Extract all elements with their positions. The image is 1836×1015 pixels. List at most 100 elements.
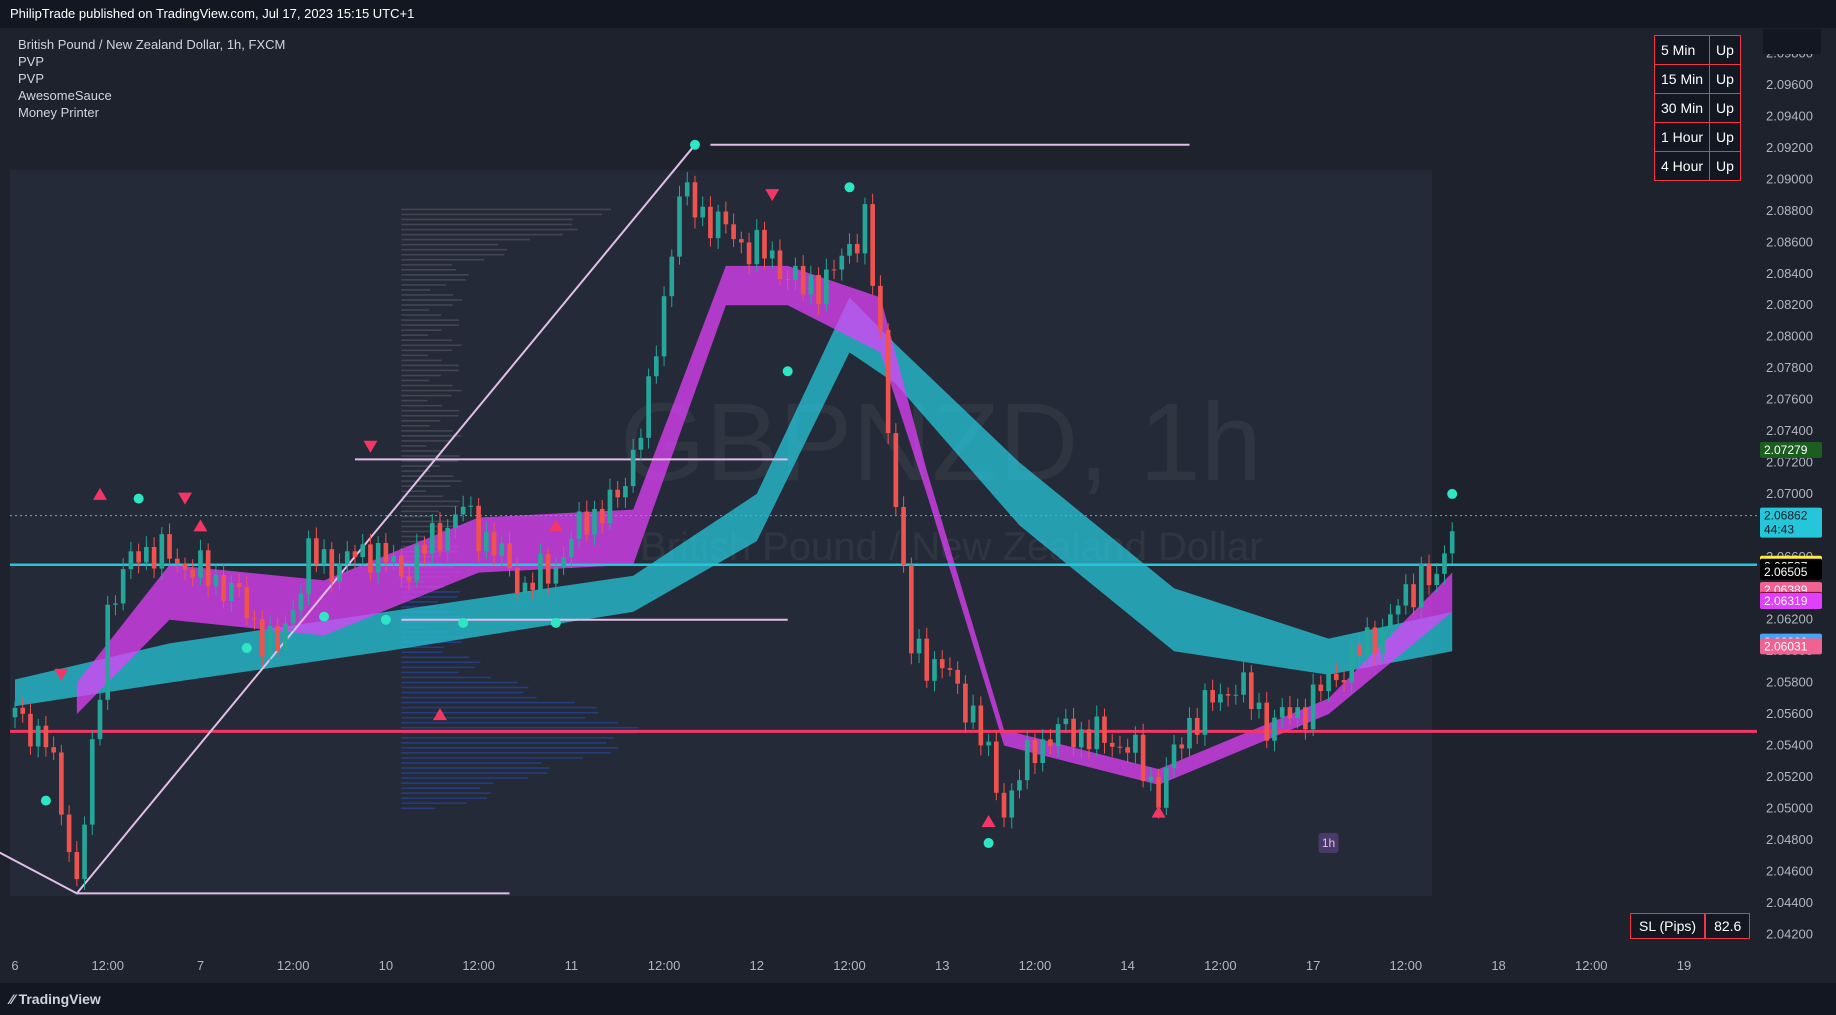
- volume-profile-bar: [401, 339, 453, 342]
- candle-body: [754, 229, 760, 265]
- candle-body: [708, 206, 713, 239]
- candle-body: [1133, 734, 1138, 753]
- candle-body: [259, 619, 265, 657]
- candle-body: [1210, 690, 1215, 703]
- price-label-bg: [1760, 442, 1822, 459]
- candle-body: [252, 618, 257, 620]
- candle-body: [306, 538, 311, 595]
- candle-body: [669, 256, 675, 297]
- candle-body: [120, 569, 126, 604]
- volume-profile-bar: [401, 223, 573, 226]
- y-tick-label: 2.05200: [1766, 769, 1813, 784]
- candle-body: [993, 741, 999, 793]
- candle-body: [1179, 744, 1185, 749]
- volume-profile-bar: [401, 309, 429, 311]
- y-tick-label: 2.05600: [1766, 706, 1813, 721]
- candle-body: [824, 269, 829, 305]
- x-tick-label: 12: [750, 958, 764, 973]
- x-tick-label: 12:00: [1390, 958, 1423, 973]
- volume-profile-bar: [401, 445, 427, 447]
- candle-body: [159, 534, 165, 569]
- candle-body: [854, 243, 860, 254]
- candle-body: [1048, 739, 1053, 747]
- volume-profile-bar: [401, 450, 443, 452]
- volume-profile-bar: [401, 757, 584, 759]
- candle-body: [229, 582, 234, 601]
- candle-body: [174, 558, 180, 564]
- volume-profile-bar: [401, 485, 451, 487]
- candle-body: [661, 296, 667, 357]
- price-axis-bg: [1758, 28, 1836, 955]
- volume-profile-bar: [401, 601, 438, 603]
- y-tick-label: 2.08200: [1766, 297, 1813, 312]
- candle-body: [970, 705, 976, 723]
- x-tick-label: 12:00: [1204, 958, 1237, 973]
- sl-pips-box: SL (Pips) 82.6: [1630, 913, 1751, 939]
- price-label-bg: [1760, 563, 1822, 580]
- tf-label: 30 Min: [1653, 93, 1711, 123]
- candle-body: [244, 587, 250, 619]
- legend-awesomesauce[interactable]: AwesomeSauce: [18, 88, 112, 103]
- brand-text: TradingView: [18, 991, 101, 1007]
- volume-profile-bar: [401, 777, 528, 779]
- candle-body: [1395, 605, 1401, 615]
- volume-profile-bar: [401, 279, 466, 281]
- volume-profile-bar: [401, 409, 460, 412]
- volume-profile-bar: [401, 460, 459, 462]
- volume-profile-bar: [401, 772, 548, 774]
- chart-legend: British Pound / New Zealand Dollar, 1h, …: [18, 36, 285, 121]
- candle-body: [793, 265, 798, 280]
- candle-body: [97, 699, 103, 740]
- volume-profile-bar: [401, 797, 488, 799]
- candle-body: [1171, 744, 1177, 769]
- candle-body: [1086, 729, 1092, 750]
- candle-body: [151, 547, 157, 569]
- candle-body: [1032, 740, 1038, 764]
- candle-body: [808, 274, 814, 295]
- volume-profile-bar: [401, 258, 485, 261]
- volume-profile-bar: [401, 676, 491, 679]
- candle-body: [445, 527, 451, 551]
- candle-body: [43, 725, 49, 748]
- volume-profile-bar: [401, 263, 452, 266]
- y-tick-label: 2.05400: [1766, 738, 1813, 753]
- slow-ema-band: [15, 297, 1453, 707]
- candle-body: [136, 551, 141, 563]
- y-tick-label: 2.08800: [1766, 203, 1813, 218]
- tf-row-15min: 15 Min Up: [1653, 64, 1741, 94]
- volume-profile-bar: [401, 243, 499, 246]
- candle-body: [205, 550, 211, 587]
- volume-profile-bar: [401, 711, 599, 714]
- candle-body: [59, 752, 64, 815]
- tradingview-logo[interactable]: ⁄⁄ TradingView: [10, 991, 101, 1007]
- legend-symbol[interactable]: British Pound / New Zealand Dollar, 1h, …: [18, 37, 286, 52]
- candle-body: [144, 547, 149, 563]
- sell-signal-arrow: [54, 668, 69, 681]
- volume-profile-bar: [401, 762, 542, 764]
- y-tick-label: 2.07400: [1766, 423, 1813, 438]
- volume-profile-bar: [401, 299, 463, 301]
- chart-area[interactable]: GBPNZD, 1h British Pound / New Zealand Do…: [0, 28, 1836, 983]
- tf-trend: Up: [1709, 64, 1741, 94]
- candle-body: [460, 506, 466, 515]
- buy-signal-arrow: [981, 815, 996, 828]
- volume-profile-bar: [401, 404, 443, 407]
- price-label-bg: [1760, 593, 1822, 610]
- candle-body: [777, 250, 783, 279]
- candle-body: [561, 557, 566, 568]
- y-tick-label: 2.09000: [1766, 171, 1813, 186]
- volume-profile-bar: [401, 329, 442, 331]
- legend-money-printer[interactable]: Money Printer: [18, 105, 99, 120]
- candle-body: [1264, 702, 1270, 741]
- volume-profile-bar: [401, 661, 481, 664]
- volume-profile-bar: [401, 314, 442, 316]
- volume-profile-bar: [401, 596, 458, 598]
- candle-body: [1248, 672, 1254, 709]
- candle-body: [1256, 702, 1262, 709]
- legend-pvp-2[interactable]: PVP: [18, 71, 45, 86]
- candle-body: [769, 250, 775, 259]
- legend-pvp-1[interactable]: PVP: [18, 54, 45, 69]
- candle-body: [1001, 792, 1007, 818]
- y-tick-label: 2.04200: [1766, 926, 1813, 941]
